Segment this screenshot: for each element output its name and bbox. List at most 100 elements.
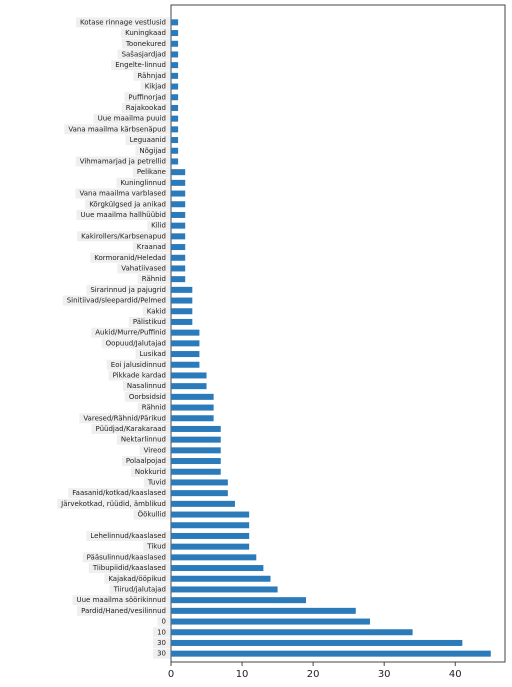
label-background <box>72 595 170 606</box>
label-background <box>117 263 170 274</box>
x-tick-label: 40 <box>449 669 462 680</box>
y-tick-label: Puffinorjad <box>128 93 166 101</box>
label-background <box>133 509 170 520</box>
label-background <box>153 637 170 648</box>
bar <box>171 190 186 197</box>
label-background <box>101 338 170 349</box>
bar <box>171 361 200 368</box>
label-background <box>76 209 170 220</box>
bar <box>171 62 179 69</box>
bar <box>171 575 271 582</box>
label-background <box>133 70 170 81</box>
bar <box>171 254 186 261</box>
bar <box>171 586 278 593</box>
y-tick-label: Kakid <box>147 307 166 315</box>
bar <box>171 479 228 486</box>
label-background <box>122 381 170 392</box>
y-tick-label: Vahatiivased <box>121 264 166 272</box>
label-background <box>57 498 170 509</box>
bar <box>171 19 179 26</box>
y-tick-label: Rähnjad <box>137 72 166 80</box>
bar <box>171 83 179 90</box>
bar <box>171 51 179 58</box>
y-tick-label: Lusikad <box>140 350 166 358</box>
label-background <box>143 477 170 488</box>
y-tick-label: Pelikane <box>137 168 166 176</box>
bar <box>171 233 186 240</box>
bar <box>171 468 221 475</box>
bar <box>171 500 235 507</box>
y-tick-label: Vihmamarjad ja petrellid <box>80 157 166 165</box>
bar <box>171 639 463 646</box>
y-tick-label: Aukid/Murre/Puffinid <box>95 329 166 337</box>
label-background <box>137 402 170 413</box>
y-tick-label: Rajakookad <box>126 104 166 112</box>
bar <box>171 40 179 47</box>
label-background <box>77 231 170 242</box>
bar <box>171 532 250 539</box>
bar <box>171 308 193 315</box>
bar <box>171 393 214 400</box>
y-tick-label: Kormoranid/Heledad <box>94 254 166 262</box>
y-tick-label: Lehelinnud/kaaslased <box>90 532 166 540</box>
label-background <box>68 488 170 499</box>
bar <box>171 329 200 336</box>
label-background <box>79 413 170 424</box>
label-background <box>86 284 170 295</box>
y-tick-label: Toonekured <box>125 40 166 48</box>
y-tick-label: Sašasjardjad <box>122 50 166 58</box>
y-tick-label: Nõgijad <box>139 147 166 155</box>
label-background <box>143 541 170 552</box>
bar <box>171 104 179 111</box>
label-background <box>77 605 170 616</box>
x-tick-label: 20 <box>307 669 320 680</box>
label-background <box>147 220 170 231</box>
y-tick-label: Tiibupiidid/kaaslased <box>92 564 166 572</box>
y-tick-label: 10 <box>157 628 166 636</box>
bar <box>171 425 221 432</box>
y-tick-label: Oorbsidsid <box>129 393 166 401</box>
y-tick-label: Engelte-linnud <box>115 61 166 69</box>
bar <box>171 276 186 283</box>
y-tick-label: Sirarinnud ja pajugrid <box>90 286 166 294</box>
y-tick-label: Varesed/Rähnid/Pärikud <box>83 414 166 422</box>
y-tick-label: Oopuud/Jalutajad <box>106 339 166 347</box>
label-background <box>85 199 170 210</box>
bar <box>171 607 356 614</box>
label-background <box>135 145 170 156</box>
label-background <box>75 156 170 167</box>
label-background <box>121 456 170 467</box>
y-tick-label: Rähnid <box>142 404 166 412</box>
label-background <box>91 423 170 434</box>
x-tick-label: 30 <box>378 669 391 680</box>
y-tick-label: Kakirollers/Karbsenapud <box>81 232 166 240</box>
bar <box>171 565 264 572</box>
label-background <box>116 177 170 188</box>
x-tick-label: 10 <box>236 669 249 680</box>
bar <box>171 211 186 218</box>
bar <box>171 297 193 304</box>
bar <box>171 318 193 325</box>
y-tick-label: Uue maailma söörikinnud <box>77 596 167 604</box>
y-tick-label: Nasalinnud <box>127 382 166 390</box>
bar <box>171 511 250 518</box>
y-tick-label: Järvekotkad, rüüdid, ämblikud <box>60 500 166 508</box>
bar <box>171 30 179 37</box>
y-tick-label: Kuninglinnud <box>120 179 166 187</box>
y-tick-label: Kotase rinnage vestlusid <box>80 18 166 26</box>
y-tick-label: Faasanid/kotkad/kaaslased <box>72 489 166 497</box>
label-background <box>121 102 170 113</box>
y-tick-label: Tikud <box>146 543 166 551</box>
label-background <box>91 327 170 338</box>
label-background <box>124 391 170 402</box>
label-background <box>139 445 170 456</box>
bar <box>171 244 186 251</box>
bar <box>171 201 186 208</box>
y-tick-label: Tiirud/jalutajad <box>113 585 166 593</box>
label-background <box>124 92 170 103</box>
bar <box>171 415 214 422</box>
y-tick-label: 30 <box>157 639 166 647</box>
label-background <box>132 167 170 178</box>
bar <box>171 351 200 358</box>
y-tick-label: Polaalpojad <box>126 457 166 465</box>
